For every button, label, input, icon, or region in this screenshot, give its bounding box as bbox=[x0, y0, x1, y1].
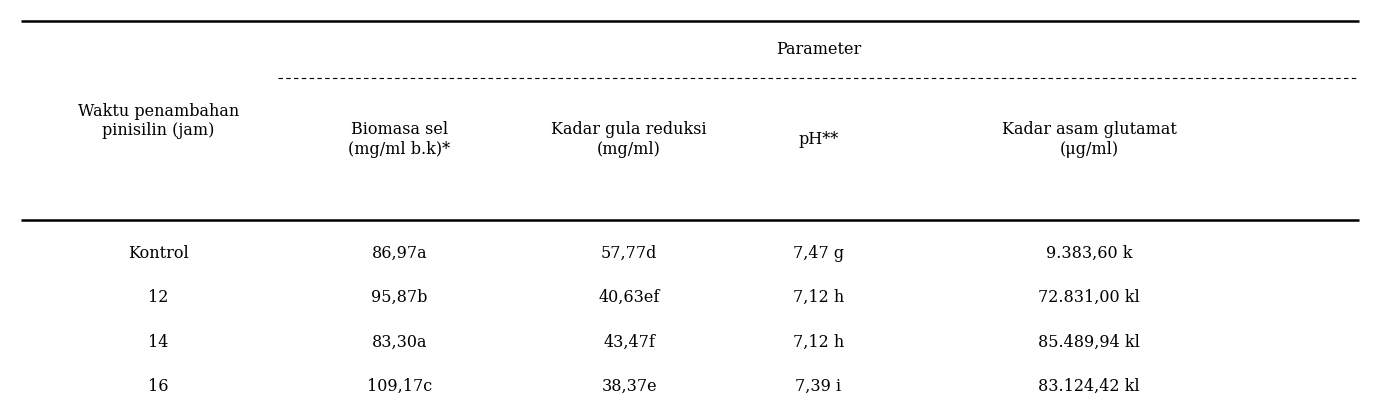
Text: 40,63ef: 40,63ef bbox=[599, 289, 660, 306]
Text: Kadar gula reduksi
(mg/ml): Kadar gula reduksi (mg/ml) bbox=[552, 121, 707, 158]
Text: 7,12 h: 7,12 h bbox=[793, 334, 845, 351]
Text: Parameter: Parameter bbox=[776, 41, 861, 58]
Text: 83.124,42 kl: 83.124,42 kl bbox=[1038, 378, 1140, 395]
Text: 85.489,94 kl: 85.489,94 kl bbox=[1038, 334, 1140, 351]
Text: 83,30a: 83,30a bbox=[371, 334, 426, 351]
Text: 14: 14 bbox=[148, 334, 168, 351]
Text: 9.383,60 k: 9.383,60 k bbox=[1046, 245, 1132, 262]
Text: 12: 12 bbox=[148, 289, 168, 306]
Text: 109,17c: 109,17c bbox=[367, 378, 432, 395]
Text: Kontrol: Kontrol bbox=[128, 245, 189, 262]
Text: 16: 16 bbox=[148, 378, 168, 395]
Text: 43,47f: 43,47f bbox=[603, 334, 655, 351]
Text: Biomasa sel
(mg/ml b.k)*: Biomasa sel (mg/ml b.k)* bbox=[348, 121, 450, 158]
Text: 7,12 h: 7,12 h bbox=[793, 289, 845, 306]
Text: 95,87b: 95,87b bbox=[371, 289, 428, 306]
Text: 86,97a: 86,97a bbox=[371, 245, 426, 262]
Text: 7,39 i: 7,39 i bbox=[795, 378, 842, 395]
Text: Waktu penambahan
pinisilin (jam): Waktu penambahan pinisilin (jam) bbox=[77, 103, 239, 139]
Text: 57,77d: 57,77d bbox=[600, 245, 657, 262]
Text: 7,47 g: 7,47 g bbox=[793, 245, 845, 262]
Text: pH**: pH** bbox=[799, 131, 839, 148]
Text: Kadar asam glutamat
(μg/ml): Kadar asam glutamat (μg/ml) bbox=[1002, 121, 1176, 158]
Text: 72.831,00 kl: 72.831,00 kl bbox=[1038, 289, 1140, 306]
Text: 38,37e: 38,37e bbox=[602, 378, 657, 395]
